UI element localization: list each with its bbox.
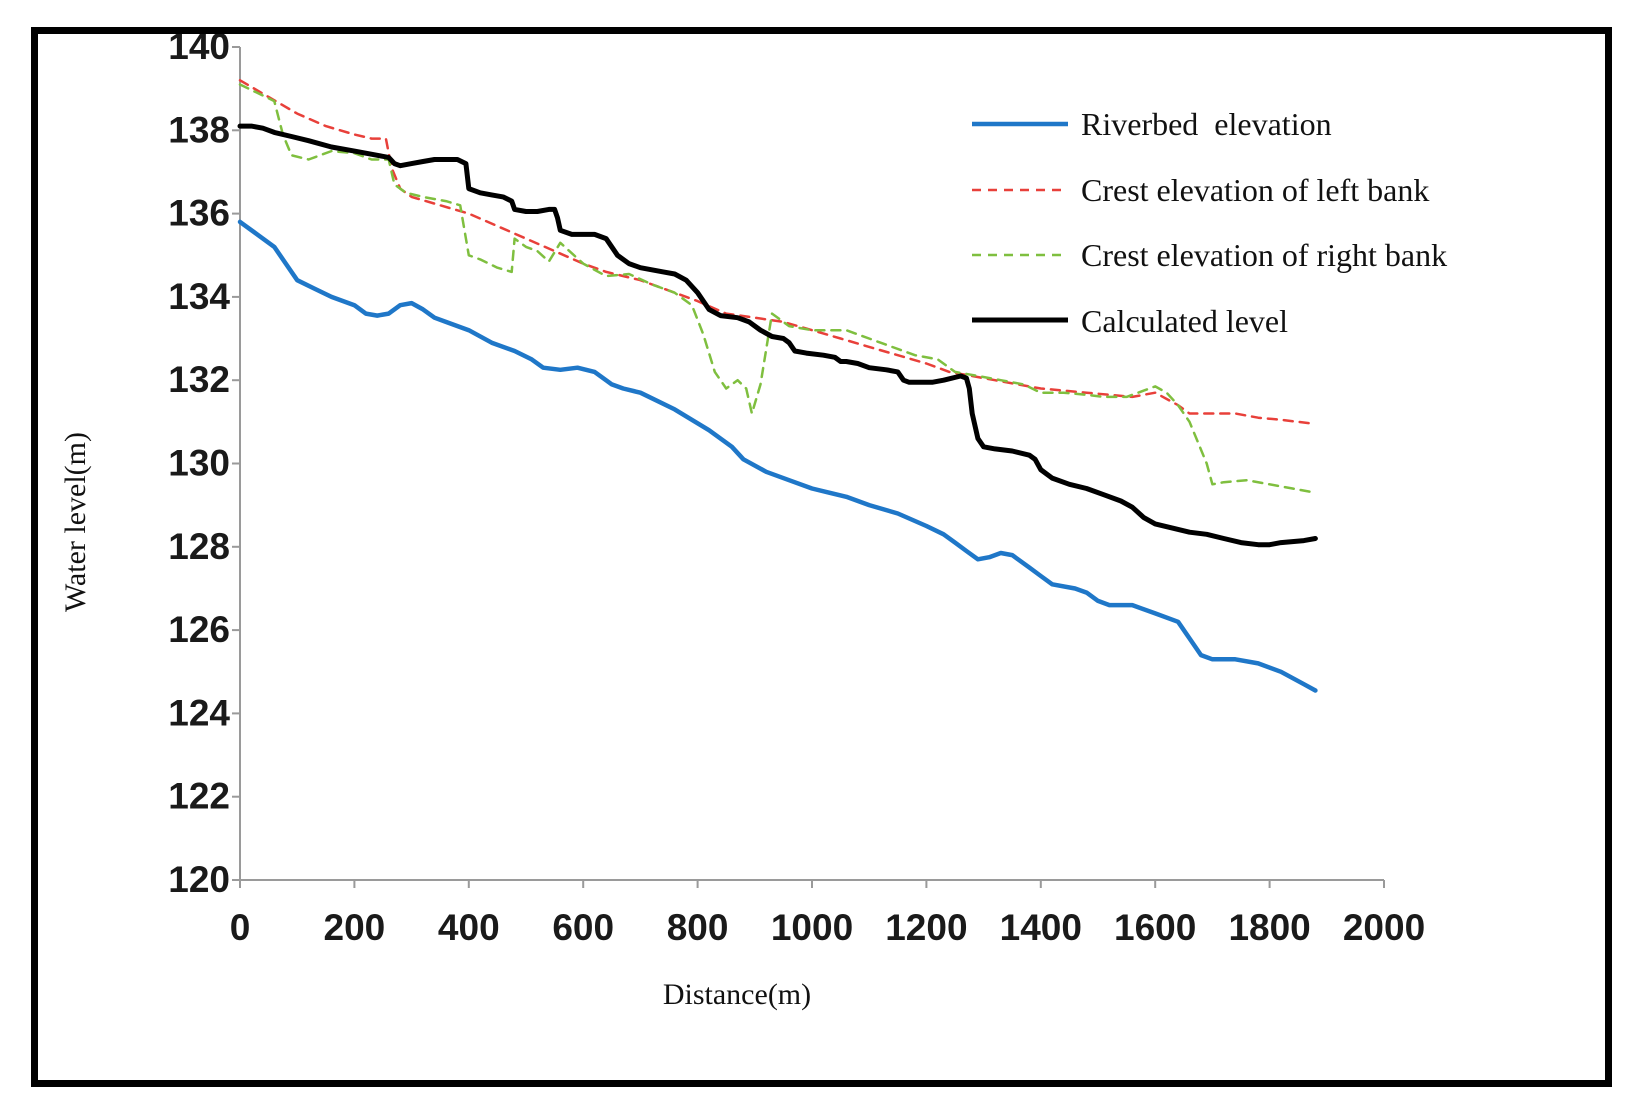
x-tick-label: 1200 (885, 907, 967, 948)
x-ticks: 0 200 400 600 800 1000 1200 1400 1600 1800 2000 (230, 880, 1425, 948)
x-tick-label: 400 (438, 907, 500, 948)
legend: Riverbed elevation Crest elevation of le… (972, 106, 1447, 339)
x-tick-label: 1600 (1114, 907, 1196, 948)
series-layer (237, 79, 1318, 693)
x-tick-label: 200 (324, 907, 386, 948)
y-tick-label: 130 (168, 443, 230, 484)
chart-frame: 120 122 124 126 128 130 132 134 136 138 140 0 200 40… (31, 27, 1612, 1087)
y-tick-label: 138 (168, 109, 230, 150)
y-tick-label: 124 (168, 692, 230, 733)
legend-label-right-bank: Crest elevation of right bank (1081, 237, 1447, 273)
y-tick-label: 120 (168, 859, 230, 900)
y-tick-label: 122 (168, 776, 230, 817)
x-tick-label: 800 (667, 907, 729, 948)
right-bank-crest-line (238, 83, 1317, 494)
y-ticks: 120 122 124 126 128 130 132 134 136 138 140 (168, 34, 240, 900)
y-tick-label: 136 (168, 193, 230, 234)
x-tick-label: 1800 (1228, 907, 1310, 948)
x-axis-title: Distance(m) (663, 978, 811, 1011)
y-tick-label: 126 (168, 609, 230, 650)
riverbed-elevation-line (237, 219, 1318, 693)
y-axis-title: Water level(m) (59, 432, 92, 612)
left-bank-crest-line (238, 79, 1317, 426)
x-tick-label: 2000 (1343, 907, 1425, 948)
y-tick-label: 140 (168, 34, 230, 67)
x-tick-label: 600 (552, 907, 614, 948)
legend-label-riverbed: Riverbed elevation (1081, 106, 1332, 142)
line-chart: 120 122 124 126 128 130 132 134 136 138 140 0 200 40… (59, 34, 1447, 1011)
legend-label-calculated: Calculated level (1081, 303, 1288, 339)
legend-label-left-bank: Crest elevation of left bank (1081, 172, 1429, 208)
y-tick-label: 134 (168, 276, 230, 317)
x-tick-label: 1000 (771, 907, 853, 948)
y-tick-label: 132 (168, 359, 230, 400)
calculated-level-line (237, 123, 1318, 548)
x-tick-label: 1400 (1000, 907, 1082, 948)
x-tick-label: 0 (230, 907, 251, 948)
y-tick-label: 128 (168, 526, 230, 567)
